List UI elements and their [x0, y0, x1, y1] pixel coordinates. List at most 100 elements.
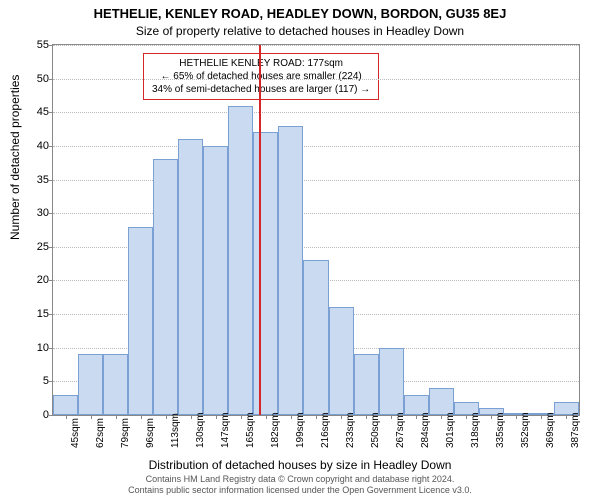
- gridline-h: [53, 146, 579, 147]
- ytick-mark: [49, 112, 53, 113]
- ytick-mark: [49, 280, 53, 281]
- xtick-label: 130sqm: [195, 412, 206, 448]
- ytick-mark: [49, 415, 53, 416]
- xtick-label: 233sqm: [345, 412, 356, 448]
- chart-subtitle: Size of property relative to detached ho…: [0, 24, 600, 38]
- xtick-mark: [266, 415, 267, 419]
- footer-attribution: Contains HM Land Registry data © Crown c…: [0, 474, 600, 496]
- xtick-mark: [416, 415, 417, 419]
- histogram-bar: [103, 354, 128, 415]
- histogram-bar: [303, 260, 328, 415]
- xtick-label: 79sqm: [120, 418, 131, 448]
- ytick-mark: [49, 348, 53, 349]
- annotation-box: HETHELIE KENLEY ROAD: 177sqm ← 65% of de…: [143, 53, 379, 100]
- xtick-label: 369sqm: [545, 412, 556, 448]
- xtick-mark: [566, 415, 567, 419]
- xtick-mark: [291, 415, 292, 419]
- histogram-bar: [253, 132, 278, 415]
- xtick-label: 62sqm: [95, 418, 106, 448]
- ytick-label: 10: [25, 342, 49, 354]
- xtick-label: 96sqm: [145, 418, 156, 448]
- xtick-mark: [541, 415, 542, 419]
- xtick-mark: [491, 415, 492, 419]
- xtick-label: 182sqm: [270, 412, 281, 448]
- xtick-mark: [441, 415, 442, 419]
- ytick-label: 35: [25, 174, 49, 186]
- ytick-mark: [49, 146, 53, 147]
- xtick-mark: [466, 415, 467, 419]
- xtick-label: 284sqm: [420, 412, 431, 448]
- xtick-label: 352sqm: [520, 412, 531, 448]
- ytick-mark: [49, 213, 53, 214]
- xtick-label: 199sqm: [295, 412, 306, 448]
- gridline-h: [53, 79, 579, 80]
- histogram-bar: [354, 354, 379, 415]
- xtick-mark: [216, 415, 217, 419]
- ytick-label: 5: [25, 375, 49, 387]
- xtick-mark: [66, 415, 67, 419]
- reference-line: [259, 45, 261, 415]
- plot-area: HETHELIE KENLEY ROAD: 177sqm ← 65% of de…: [52, 44, 580, 416]
- histogram-bar: [178, 139, 203, 415]
- gridline-h: [53, 213, 579, 214]
- gridline-h: [53, 112, 579, 113]
- histogram-bar: [53, 395, 78, 415]
- xtick-label: 165sqm: [245, 412, 256, 448]
- histogram-bar: [78, 354, 103, 415]
- xtick-label: 318sqm: [470, 412, 481, 448]
- ytick-mark: [49, 314, 53, 315]
- gridline-h: [53, 45, 579, 46]
- xtick-label: 335sqm: [495, 412, 506, 448]
- xtick-label: 216sqm: [320, 412, 331, 448]
- ytick-label: 50: [25, 73, 49, 85]
- xtick-label: 250sqm: [370, 412, 381, 448]
- xtick-label: 387sqm: [570, 412, 581, 448]
- ytick-label: 30: [25, 207, 49, 219]
- histogram-bar: [153, 159, 178, 415]
- xtick-mark: [516, 415, 517, 419]
- xtick-mark: [366, 415, 367, 419]
- xtick-label: 301sqm: [445, 412, 456, 448]
- y-axis-label: Number of detached properties: [8, 75, 22, 240]
- xtick-mark: [316, 415, 317, 419]
- histogram-bar: [379, 348, 404, 415]
- xtick-mark: [166, 415, 167, 419]
- ytick-mark: [49, 247, 53, 248]
- xtick-mark: [141, 415, 142, 419]
- xtick-mark: [191, 415, 192, 419]
- ytick-label: 25: [25, 241, 49, 253]
- histogram-bar: [278, 126, 303, 415]
- ytick-mark: [49, 45, 53, 46]
- chart-title: HETHELIE, KENLEY ROAD, HEADLEY DOWN, BOR…: [0, 6, 600, 21]
- footer-line2: Contains public sector information licen…: [0, 485, 600, 496]
- xtick-label: 147sqm: [220, 412, 231, 448]
- histogram-bar: [429, 388, 454, 415]
- annotation-line1: HETHELIE KENLEY ROAD: 177sqm: [152, 57, 370, 70]
- gridline-h: [53, 180, 579, 181]
- xtick-label: 113sqm: [170, 413, 181, 448]
- ytick-label: 20: [25, 274, 49, 286]
- xtick-mark: [91, 415, 92, 419]
- ytick-label: 0: [25, 409, 49, 421]
- footer-line1: Contains HM Land Registry data © Crown c…: [0, 474, 600, 485]
- x-axis-label: Distribution of detached houses by size …: [0, 458, 600, 472]
- xtick-mark: [341, 415, 342, 419]
- ytick-mark: [49, 79, 53, 80]
- histogram-bar: [203, 146, 228, 415]
- ytick-label: 40: [25, 140, 49, 152]
- xtick-label: 267sqm: [395, 412, 406, 448]
- histogram-bar: [128, 227, 153, 415]
- ytick-label: 55: [25, 39, 49, 51]
- annotation-line3: 34% of semi-detached houses are larger (…: [152, 83, 370, 96]
- chart-container: HETHELIE, KENLEY ROAD, HEADLEY DOWN, BOR…: [0, 0, 600, 500]
- ytick-label: 45: [25, 106, 49, 118]
- ytick-mark: [49, 381, 53, 382]
- annotation-line2: ← 65% of detached houses are smaller (22…: [152, 70, 370, 83]
- ytick-label: 15: [25, 308, 49, 320]
- xtick-mark: [116, 415, 117, 419]
- xtick-label: 45sqm: [70, 418, 81, 448]
- ytick-mark: [49, 180, 53, 181]
- histogram-bar: [329, 307, 354, 415]
- histogram-bar: [228, 106, 253, 415]
- xtick-mark: [391, 415, 392, 419]
